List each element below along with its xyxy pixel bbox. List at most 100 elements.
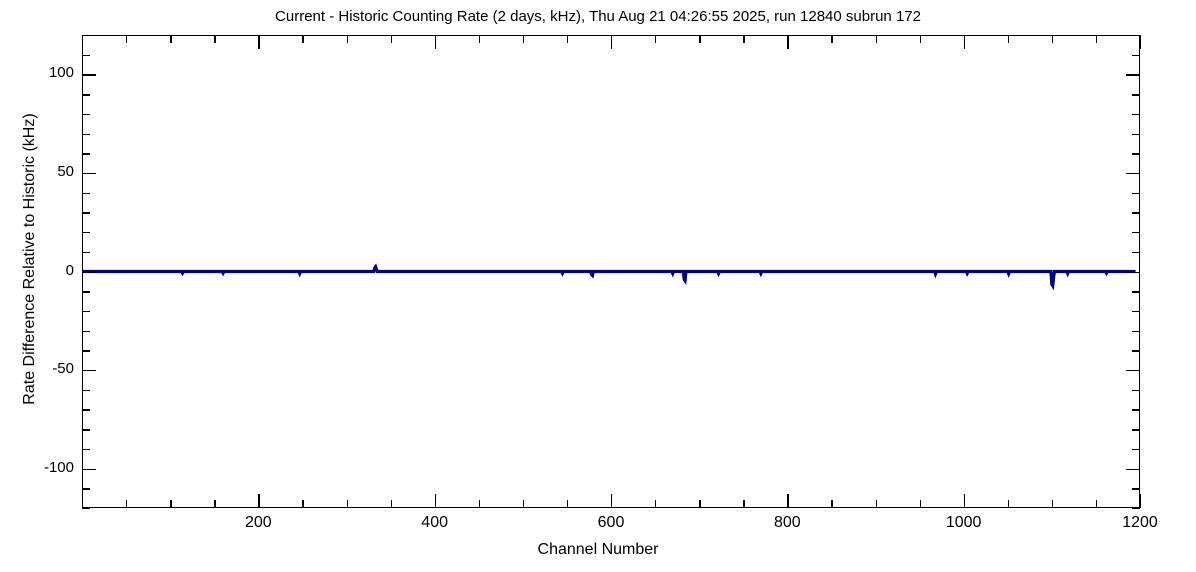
- y-axis-tick: [1132, 94, 1140, 96]
- x-tick-label: 600: [597, 514, 625, 531]
- y-axis-tick: [1126, 468, 1140, 470]
- rate-difference-line: [82, 263, 1136, 291]
- y-axis-tick: [82, 468, 96, 470]
- y-axis-tick: [1126, 172, 1140, 175]
- x-axis-tick: [787, 494, 789, 508]
- y-axis-tick: [1132, 389, 1140, 392]
- x-axis-tick: [1051, 500, 1054, 508]
- y-axis-tick: [1132, 54, 1140, 57]
- x-axis-tick: [346, 35, 348, 43]
- y-axis-tick: [82, 133, 90, 135]
- x-tick-label: 1000: [945, 514, 982, 531]
- x-axis-tick: [919, 35, 921, 43]
- y-axis-tick: [1132, 35, 1140, 37]
- x-axis-tick: [390, 500, 392, 508]
- x-axis-tick: [566, 500, 569, 508]
- x-axis-tick: [1007, 500, 1010, 508]
- y-axis-tick: [82, 35, 90, 37]
- chart-title: Current - Historic Counting Rate (2 days…: [275, 8, 921, 25]
- x-axis-tick: [699, 500, 701, 508]
- y-axis-tick: [82, 330, 90, 333]
- y-axis-tick: [82, 232, 90, 234]
- y-axis-tick: [1132, 251, 1140, 254]
- x-axis-tick: [434, 35, 437, 49]
- y-axis-tick: [82, 94, 90, 96]
- y-axis-tick: [82, 251, 90, 254]
- x-axis-tick: [346, 500, 348, 508]
- x-axis-tick: [611, 35, 613, 49]
- x-axis-tick: [258, 35, 260, 49]
- x-axis-tick: [875, 500, 877, 508]
- x-axis-tick: [478, 35, 481, 43]
- y-axis-tick: [82, 172, 96, 175]
- y-axis-tick: [82, 271, 96, 273]
- x-axis-tick: [743, 500, 745, 508]
- x-axis-tick: [126, 35, 128, 43]
- y-axis-tick: [1132, 310, 1140, 313]
- x-axis-tick: [1140, 35, 1142, 49]
- y-axis-tick: [1132, 488, 1140, 490]
- y-axis-tick: [82, 409, 90, 411]
- x-axis-tick: [875, 35, 877, 43]
- plot-canvas: [82, 263, 1136, 291]
- y-axis-tick: [82, 370, 96, 372]
- y-axis-tick: [1132, 330, 1140, 333]
- x-axis-tick: [82, 500, 84, 508]
- x-axis-tick: [611, 494, 613, 508]
- y-axis-tick: [1132, 429, 1140, 431]
- y-axis-tick: [82, 113, 90, 116]
- x-axis-tick: [258, 494, 260, 508]
- y-axis-tick: [1132, 350, 1140, 352]
- x-tick-label: 1200: [1122, 514, 1158, 531]
- x-axis-tick: [1095, 35, 1098, 43]
- y-axis-tick: [82, 291, 90, 293]
- x-axis-tick: [302, 35, 304, 43]
- y-axis-tick: [82, 389, 90, 392]
- x-axis-tick: [831, 500, 833, 508]
- y-axis-tick: [1132, 212, 1140, 214]
- x-axis-tick: [522, 35, 525, 43]
- x-axis-tick: [1051, 35, 1054, 43]
- y-tick-label: 50: [57, 162, 74, 180]
- y-axis-tick: [82, 350, 90, 352]
- y-tick-label: 100: [48, 64, 74, 82]
- x-axis-tick: [478, 500, 481, 508]
- x-axis-tick: [1007, 35, 1010, 43]
- y-axis-tick: [1126, 370, 1140, 372]
- x-axis-tick: [699, 35, 701, 43]
- y-axis-tick: [82, 212, 90, 214]
- x-axis-tick: [787, 35, 789, 49]
- x-axis-tick: [963, 35, 966, 49]
- y-axis-tick: [82, 54, 90, 57]
- y-axis-tick: [1132, 291, 1140, 293]
- x-axis-tick: [170, 35, 172, 43]
- y-axis-tick: [1132, 153, 1140, 155]
- x-axis-tick: [126, 500, 128, 508]
- y-axis-tick: [1126, 271, 1140, 273]
- y-tick-label: -100: [43, 458, 74, 476]
- x-axis-tick: [743, 35, 745, 43]
- y-axis-tick: [82, 488, 90, 490]
- x-axis-tick: [522, 500, 525, 508]
- y-axis-tick: [1132, 192, 1140, 195]
- y-axis-tick: [1132, 133, 1140, 135]
- y-axis-tick: [1132, 232, 1140, 234]
- y-axis-tick: [82, 74, 96, 76]
- y-axis-tick: [82, 310, 90, 313]
- y-axis-label-container: Rate Difference Relative to Historic (kH…: [0, 0, 40, 572]
- x-tick-label: 200: [244, 514, 272, 531]
- x-axis-tick: [302, 500, 304, 508]
- x-axis-tick: [831, 35, 833, 43]
- x-axis-label: Channel Number: [537, 541, 659, 558]
- x-axis-tick: [963, 494, 966, 508]
- x-tick-label: 400: [421, 514, 448, 531]
- y-axis-tick: [82, 429, 90, 431]
- y-axis-tick: [1132, 508, 1140, 510]
- x-axis-tick: [82, 35, 84, 43]
- data-series-group: [82, 263, 1136, 291]
- y-axis-label: Rate Difference Relative to Historic (kH…: [21, 113, 38, 405]
- x-axis-tick: [170, 500, 172, 508]
- y-axis-tick: [82, 153, 90, 155]
- x-axis-tick: [919, 500, 921, 508]
